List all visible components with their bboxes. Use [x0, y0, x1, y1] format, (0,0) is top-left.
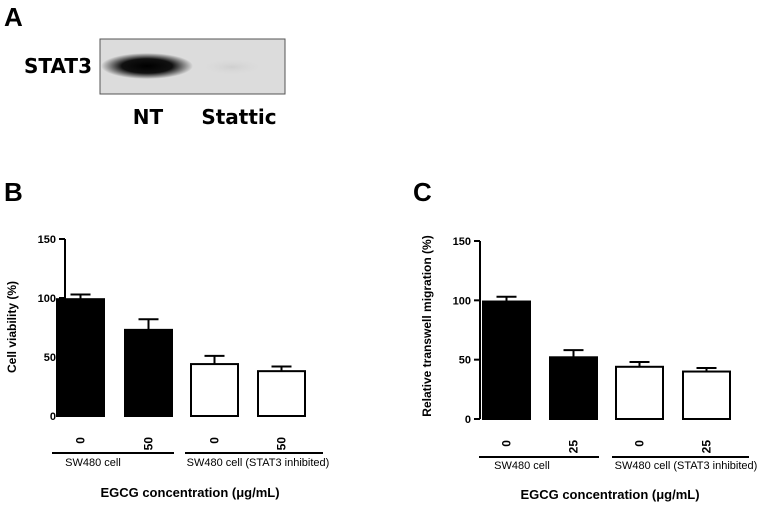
- panel-b-bar: [190, 363, 239, 417]
- panel-c-x-axis-title: EGCG concentration (μg/mL): [520, 487, 699, 502]
- blot-band-stattic: [202, 59, 262, 75]
- panel-b-category-label: 0: [74, 437, 88, 444]
- panel-c-chart: C Relative transwell migration (%) EGCG …: [413, 177, 757, 502]
- panel-b-y-tick-label: 0: [50, 411, 56, 423]
- panel-b-bar: [124, 328, 173, 417]
- panel-c-y-tick-label: 150: [453, 236, 471, 248]
- blot-band-nt: [101, 53, 193, 79]
- panel-b-x-axis-title: EGCG concentration (μg/mL): [100, 485, 279, 500]
- panel-c-group-label-1: SW480 cell: [494, 460, 550, 472]
- panel-b-bar: [56, 298, 105, 417]
- panel-b-bar: [257, 370, 306, 418]
- panel-c-bar: [682, 370, 731, 420]
- panel-b-group-label-2: SW480 cell (STAT3 inhibited): [187, 457, 330, 469]
- panel-c-letter: C: [413, 177, 432, 207]
- panel-c-group-label-2: SW480 cell (STAT3 inhibited): [615, 460, 758, 472]
- panel-b-y-tick-label: 50: [44, 352, 56, 364]
- panel-b-y-tick-label: 100: [38, 293, 56, 305]
- panel-c-category-label: 25: [700, 440, 714, 454]
- panel-c-bar: [615, 365, 664, 420]
- panel-c-bar: [549, 356, 598, 420]
- panel-b-y-tick-label: 150: [38, 234, 56, 246]
- lane-label-nt: NT: [133, 105, 164, 129]
- panel-c-category-label: 0: [500, 440, 514, 447]
- panel-c-category-label: 25: [567, 440, 581, 454]
- panel-b-category-label: 50: [142, 437, 156, 451]
- panel-c-y-axis-title: Relative transwell migration (%): [420, 235, 434, 416]
- panel-b-letter: B: [4, 177, 23, 207]
- panel-c-y-tick-label: 0: [465, 414, 471, 426]
- panel-b-chart: B Cell viability (%) EGCG concentration …: [4, 177, 329, 500]
- panel-b-category-label: 50: [275, 437, 289, 451]
- panel-c-bar: [482, 300, 531, 420]
- panel-b-group-label-1: SW480 cell: [65, 457, 121, 469]
- panel-c-y-tick-label: 50: [459, 355, 471, 367]
- panel-a: A STAT3 NT Stattic: [4, 2, 286, 129]
- panel-b-y-axis-title: Cell viability (%): [5, 281, 19, 373]
- lane-label-stattic: Stattic: [201, 105, 276, 129]
- panel-b-category-label: 0: [208, 437, 222, 444]
- panel-c-y-tick-label: 100: [453, 295, 471, 307]
- blot-protein-label: STAT3: [24, 54, 92, 78]
- panel-c-category-label: 0: [633, 440, 647, 447]
- panel-a-letter: A: [4, 2, 23, 32]
